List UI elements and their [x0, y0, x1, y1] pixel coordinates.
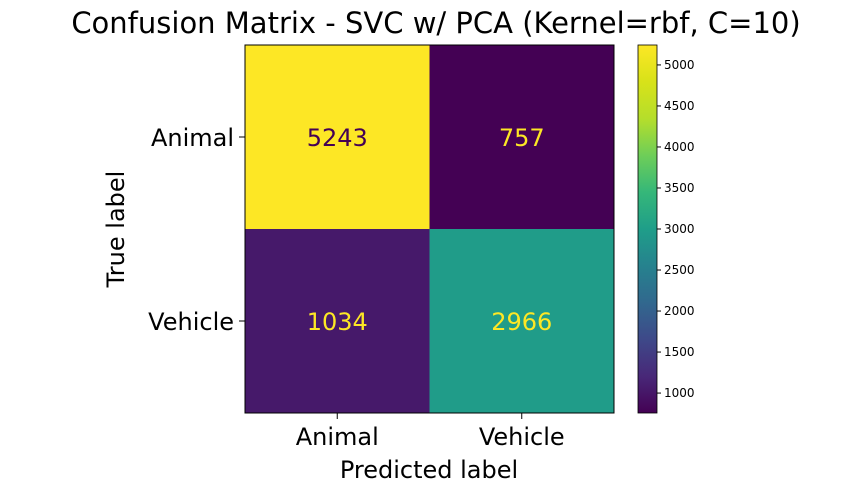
plot-frame [244, 44, 615, 414]
x-tick-label: Animal [296, 423, 379, 451]
matrix-cell [429, 45, 614, 229]
matrix-cells: 5243 757 1034 2966 [245, 45, 614, 413]
colorbar-tick-label: 3000 [664, 222, 695, 236]
colorbar-tick-label: 3500 [664, 181, 695, 195]
colorbar-tick-label: 2000 [664, 304, 695, 318]
colorbar-tick-label: 1000 [664, 386, 695, 400]
y-axis-label: True label [102, 171, 130, 289]
y-axis-ticks: Animal Vehicle [148, 124, 245, 336]
matrix-cell [429, 229, 614, 413]
colorbar [637, 44, 658, 414]
y-tick-label: Animal [151, 124, 234, 152]
matrix-cell [245, 45, 430, 229]
x-axis-ticks: Animal Vehicle [296, 413, 565, 451]
cell-value-label: 5243 [307, 124, 368, 152]
y-tick-label: Vehicle [148, 308, 234, 336]
chart-title: Confusion Matrix - SVC w/ PCA (Kernel=rb… [71, 6, 800, 40]
x-axis-label: Predicted label [340, 456, 518, 484]
x-tick-label: Vehicle [479, 423, 565, 451]
colorbar-tick-label: 4500 [664, 99, 695, 113]
colorbar-tick-label: 5000 [664, 58, 695, 72]
cell-value-label: 757 [499, 124, 545, 152]
cell-value-label: 2966 [491, 308, 552, 336]
colorbar-ticks: 1000 1500 2000 2500 3000 3500 4000 4500 5000 [657, 58, 695, 400]
cell-value-label: 1034 [307, 308, 368, 336]
matrix-cell [245, 229, 430, 413]
colorbar-tick-label: 2500 [664, 263, 695, 277]
colorbar-tick-label: 4000 [664, 140, 695, 154]
colorbar-tick-label: 1500 [664, 345, 695, 359]
